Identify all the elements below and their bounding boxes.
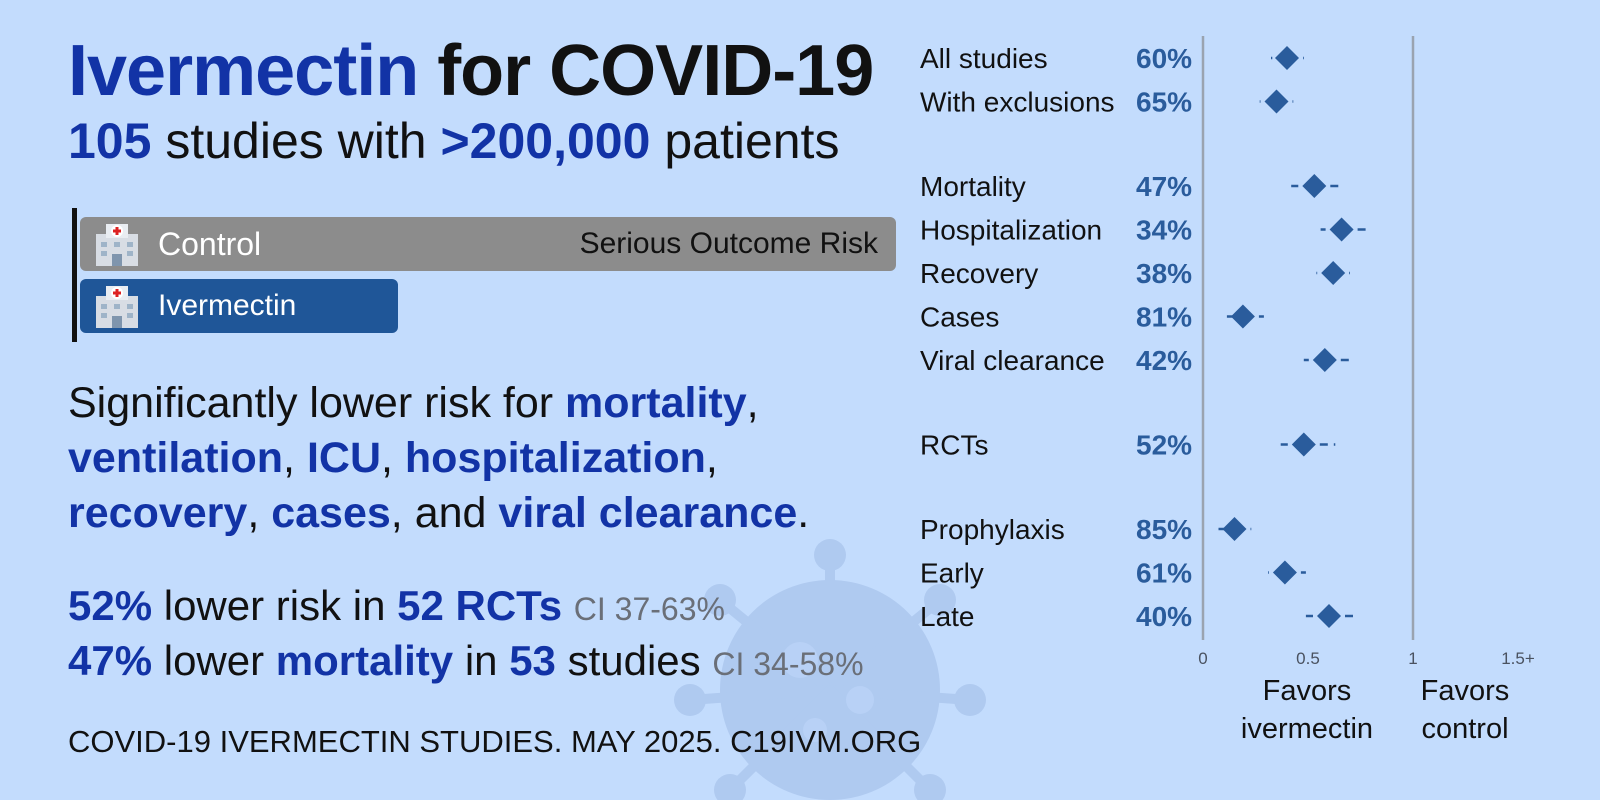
study-count: 105: [68, 113, 152, 169]
subtitle-mid: studies with: [165, 113, 427, 169]
row-label: All studies: [920, 43, 1048, 74]
row-percent: 60%: [1136, 43, 1192, 74]
stat-n: 53: [509, 637, 556, 684]
claim-item: cases: [271, 489, 391, 537]
rct-stat: 52% lower risk in 52 RCTs CI 37-63%: [68, 582, 725, 630]
stat-ci: CI 37-63%: [573, 591, 725, 627]
stat-bold: mortality: [275, 637, 454, 684]
claim-item-last: viral clearance: [498, 489, 798, 537]
row-percent: 47%: [1136, 171, 1192, 202]
favors-ivermectin-label: ivermectin: [1241, 713, 1373, 745]
claim-item: mortality: [565, 379, 747, 427]
claim-item: ventilation: [68, 434, 284, 482]
footer-source: COVID-19 IVERMECTIN STUDIES. MAY 2025. C…: [68, 724, 922, 759]
point-estimate-marker: [1329, 217, 1354, 242]
claim-and: and: [414, 489, 487, 537]
ivermectin-label: Ivermectin: [158, 289, 297, 322]
page-subtitle: 105 studies with >200,000 patients: [68, 112, 839, 170]
stat-pct: 47%: [68, 637, 153, 684]
x-tick-label: 1: [1408, 649, 1417, 668]
row-label: Recovery: [920, 258, 1038, 289]
risk-comparison-bars: Control Serious Outcome Risk Ivermectin: [72, 208, 902, 342]
point-estimate-marker: [1321, 261, 1346, 285]
point-estimate-marker: [1302, 174, 1327, 198]
hospital-icon: [96, 286, 138, 328]
claim-lead: Significantly lower risk for: [68, 379, 554, 427]
claim-item: recovery: [68, 489, 248, 537]
point-estimate-marker: [1291, 432, 1316, 457]
stat-text: in: [464, 637, 498, 684]
row-label: Late: [920, 601, 975, 632]
point-estimate-marker: [1272, 560, 1297, 585]
claim-item: hospitalization: [404, 434, 706, 482]
stat-text: lower risk in: [163, 582, 386, 629]
outcome-label: Serious Outcome Risk: [579, 227, 878, 260]
row-label: With exclusions: [920, 87, 1115, 118]
x-tick-label: 1.5+: [1501, 649, 1535, 668]
point-estimate-marker: [1264, 89, 1289, 114]
control-label: Control: [158, 225, 262, 262]
row-percent: 34%: [1136, 215, 1192, 246]
point-estimate-marker: [1230, 304, 1255, 329]
mortality-stat: 47% lower mortality in 53 studies CI 34-…: [68, 637, 864, 685]
row-label: RCTs: [920, 430, 988, 461]
point-estimate-marker: [1312, 348, 1337, 372]
stat-ci: CI 34-58%: [712, 646, 864, 682]
subtitle-suffix: patients: [664, 113, 840, 169]
claim-item: ICU: [306, 434, 381, 482]
title-rest: for COVID-19: [437, 31, 874, 111]
stat-n: 52 RCTs: [397, 582, 563, 629]
row-percent: 52%: [1136, 430, 1192, 461]
row-percent: 42%: [1136, 345, 1192, 376]
row-percent: 61%: [1136, 558, 1192, 589]
row-label: Prophylaxis: [920, 514, 1065, 545]
significance-claim: Significantly lower risk for mortality, …: [68, 379, 810, 537]
row-percent: 38%: [1136, 258, 1192, 289]
row-label: Hospitalization: [920, 215, 1102, 246]
hospital-icon: [96, 224, 138, 266]
favors-ivermectin-label: Favors: [1263, 675, 1352, 707]
row-percent: 81%: [1136, 302, 1192, 333]
patient-count: >200,000: [440, 113, 651, 169]
row-label: Mortality: [920, 171, 1026, 202]
row-percent: 40%: [1136, 601, 1192, 632]
row-label: Cases: [920, 302, 999, 333]
x-tick-label: 0.5: [1296, 649, 1320, 668]
point-estimate-marker: [1275, 46, 1299, 70]
page-title: Ivermectin for COVID-19: [68, 30, 874, 112]
stat-text: lower: [163, 637, 265, 684]
favors-control-label: Favors: [1421, 675, 1510, 707]
title-prefix: Ivermectin: [68, 31, 419, 111]
favors-control-label: control: [1421, 713, 1508, 745]
x-tick-label: 0: [1198, 649, 1207, 668]
row-label: Viral clearance: [920, 345, 1105, 376]
row-percent: 85%: [1136, 514, 1192, 545]
ivermectin-bar: Ivermectin: [80, 279, 398, 333]
row-label: Early: [920, 558, 984, 589]
stat-pct: 52%: [68, 582, 153, 629]
point-estimate-marker: [1317, 604, 1341, 628]
row-percent: 65%: [1136, 87, 1192, 118]
control-bar: Control Serious Outcome Risk: [80, 217, 896, 271]
forest-plot: All studies 60% With exclusions 65% Mortalit…: [920, 36, 1535, 745]
point-estimate-marker: [1222, 517, 1247, 541]
stat-text: studies: [567, 637, 701, 684]
bar-axis-line: [72, 208, 77, 342]
